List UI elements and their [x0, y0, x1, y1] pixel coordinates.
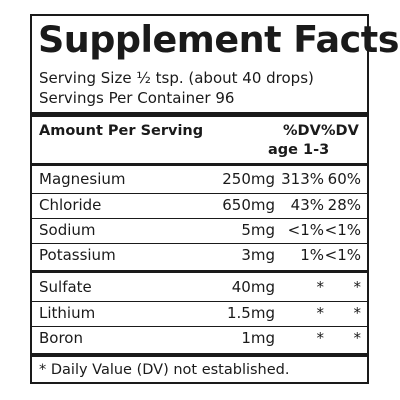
header-dv-child-line2: age 1-3 [268, 142, 330, 158]
table-row: Magnesium 250mg 313% 60% [32, 168, 367, 191]
header-dv-child-line1: %DV [283, 123, 321, 139]
table-row: Boron 1mg * * [32, 327, 367, 350]
servings-per-container: Servings Per Container 96 [39, 89, 235, 107]
nutrient-dv-child: * [316, 329, 325, 347]
nutrient-dv-adult: <1% [324, 221, 361, 239]
nutrient-name: Lithium [39, 304, 96, 322]
thick-divider [32, 112, 367, 117]
supplement-facts-panel: Supplement Facts Serving Size ½ tsp. (ab… [30, 14, 399, 384]
table-row: Potassium 3mg 1% <1% [32, 244, 367, 267]
table-row: Chloride 650mg 43% 28% [32, 194, 367, 217]
nutrient-name: Chloride [39, 196, 102, 214]
header-amount-per-serving: Amount Per Serving [39, 123, 204, 139]
panel-title: Supplement Facts [38, 18, 399, 61]
row-divider [32, 301, 367, 302]
thick-divider-bottom [32, 353, 367, 357]
nutrient-amount: 1.5mg [227, 304, 275, 322]
serving-size: Serving Size ½ tsp. (about 40 drops) [39, 69, 314, 87]
row-divider [32, 218, 367, 219]
nutrient-amount: 650mg [222, 196, 275, 214]
nutrient-name: Magnesium [39, 170, 126, 188]
nutrient-dv-child: 1% [300, 246, 324, 264]
table-row: Sodium 5mg <1% <1% [32, 219, 367, 242]
header-divider [32, 163, 367, 166]
header-dv-adult: %DV [321, 123, 359, 139]
row-divider [32, 243, 367, 244]
nutrient-dv-child: 43% [290, 196, 324, 214]
row-divider [32, 326, 367, 327]
nutrient-name: Sulfate [39, 278, 92, 296]
nutrient-dv-child: * [316, 304, 325, 322]
nutrient-dv-child: * [316, 278, 325, 296]
nutrient-amount: 250mg [222, 170, 275, 188]
nutrient-dv-adult: * [353, 278, 362, 296]
nutrient-dv-adult: 60% [327, 170, 361, 188]
nutrient-name: Boron [39, 329, 83, 347]
nutrient-dv-child: 313% [281, 170, 324, 188]
footnote: * Daily Value (DV) not established. [39, 362, 290, 378]
nutrient-dv-adult: <1% [324, 246, 361, 264]
nutrient-dv-child: <1% [287, 221, 324, 239]
table-row: Lithium 1.5mg * * [32, 302, 367, 325]
nutrient-name: Sodium [39, 221, 96, 239]
nutrient-amount: 5mg [241, 221, 275, 239]
table-row: Sulfate 40mg * * [32, 276, 367, 299]
nutrient-dv-adult: 28% [327, 196, 361, 214]
nutrient-dv-adult: * [353, 304, 362, 322]
nutrient-amount: 1mg [241, 329, 275, 347]
nutrient-amount: 3mg [241, 246, 275, 264]
row-divider [32, 193, 367, 194]
header-dv-child: %DV age 1-3 [268, 122, 329, 160]
nutrient-amount: 40mg [231, 278, 275, 296]
section-divider [32, 270, 367, 273]
nutrient-name: Potassium [39, 246, 116, 264]
nutrient-dv-adult: * [353, 329, 362, 347]
